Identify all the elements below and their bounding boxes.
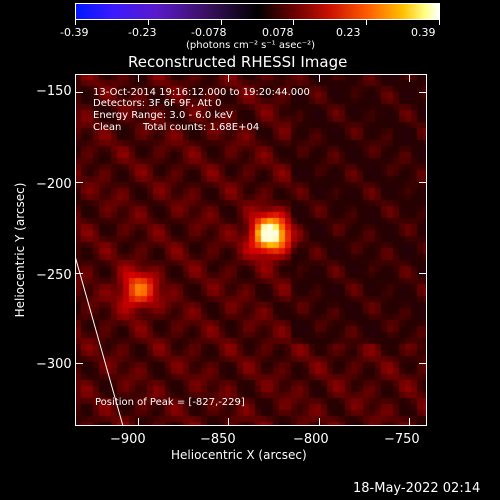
x-axis-tick [408, 74, 410, 82]
colorbar-tick-label-4: 0.23 [336, 26, 361, 39]
y-axis-tick [419, 182, 427, 184]
plot-frame [75, 74, 427, 426]
heatmap-overlay [75, 255, 124, 426]
colorbar-tick-label-1: -0.23 [128, 26, 157, 39]
y-tick-label-3: −300 [36, 357, 72, 372]
y-axis-tick [419, 272, 427, 274]
heatmap-plot-area [75, 74, 427, 426]
colorbar [75, 3, 440, 20]
heatmap-image [75, 74, 427, 426]
x-axis-tick [408, 418, 410, 426]
x-tick-label-0: −900 [110, 432, 146, 447]
colorbar-tick-label-0: -0.39 [60, 26, 89, 39]
x-tick-label-3: −750 [384, 432, 420, 447]
x-tick-label-1: −850 [200, 432, 236, 447]
y-axis-tick [75, 362, 83, 364]
x-axis-tick [228, 418, 230, 426]
y-axis-label: Heliocentric Y (arcsec) [13, 182, 27, 318]
annotation-total-counts: Total counts: 1.68E+04 [143, 122, 260, 133]
footer-timestamp: 18-May-2022 02:14 [353, 481, 481, 496]
x-tick-label-2: −800 [293, 432, 329, 447]
colorbar-tick-label-5: 0.39 [411, 26, 436, 39]
y-tick-label-1: −200 [36, 177, 72, 192]
annotation-peak-position: Position of Peak = [-827,-229] [95, 397, 245, 408]
y-tick-label-2: −250 [36, 268, 72, 283]
colorbar-units: (photons cm⁻² s⁻¹ asec⁻²) [186, 40, 316, 51]
x-axis-tick [228, 74, 230, 82]
y-axis-tick [419, 362, 427, 364]
colorbar-tick [293, 20, 295, 25]
y-axis-tick [75, 272, 83, 274]
colorbar-tick [147, 20, 149, 25]
x-axis-label: Heliocentric X (arcsec) [171, 448, 307, 462]
x-axis-tick [138, 74, 140, 82]
annotation-detectors: Detectors: 3F 6F 9F, Att 0 [93, 98, 222, 109]
colorbar-tick [75, 20, 76, 25]
annotation-energy-range: Energy Range: 3.0 - 6.0 keV [93, 110, 233, 121]
colorbar-tick [439, 20, 440, 25]
colorbar-tick [220, 20, 222, 25]
annotation-time-range: 13-Oct-2014 19:16:12.000 to 19:20:44.000 [93, 87, 310, 98]
limb-line [75, 255, 124, 426]
colorbar-tick-label-3: 0.078 [262, 26, 294, 39]
y-axis-tick [419, 92, 427, 94]
colorbar-tick-label-2: -0.078 [191, 26, 227, 39]
colorbar-tick [366, 20, 368, 25]
y-axis-tick [75, 182, 83, 184]
x-axis-tick [318, 418, 320, 426]
x-axis-tick [138, 418, 140, 426]
chart-title: Reconstructed RHESSI Image [128, 53, 348, 71]
y-axis-tick [75, 92, 83, 94]
annotation-clean: Clean [93, 122, 122, 133]
y-tick-label-0: −150 [36, 84, 72, 99]
x-axis-tick [318, 74, 320, 82]
